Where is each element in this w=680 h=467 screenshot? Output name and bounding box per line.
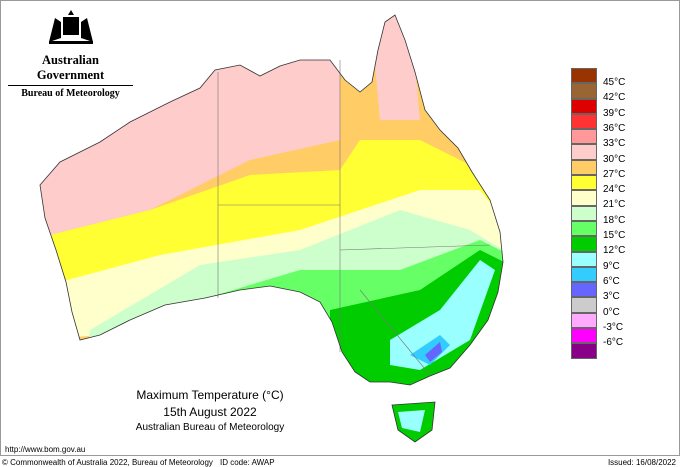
legend-swatch <box>571 266 597 283</box>
map-date: 15th August 2022 <box>163 405 257 419</box>
legend-label: 12°C <box>603 245 626 257</box>
legend-swatch <box>571 297 597 313</box>
map-source: Australian Bureau of Meteorology <box>135 422 285 433</box>
bureau-name: Bureau of Meteorology <box>8 85 133 99</box>
legend-swatch <box>571 205 597 221</box>
map-title: Maximum Temperature (°C) <box>136 388 284 402</box>
legend-swatch <box>571 251 597 267</box>
legend-label: 42°C <box>603 92 626 104</box>
legend-swatch <box>571 159 597 176</box>
band-3 <box>425 342 442 362</box>
legend-label: 21°C <box>603 199 626 211</box>
legend-swatch <box>571 190 597 206</box>
government-name: Australian Government <box>36 53 105 82</box>
legend-swatch <box>571 144 597 160</box>
legend-swatch <box>571 113 597 130</box>
legend-label: -3°C <box>603 321 624 333</box>
legend-label: 6°C <box>603 275 620 287</box>
temperature-legend: 45°C 42°C 39°C 36°C 33°C 30°C 27°C 24°C 21°C 18°C… <box>571 68 625 359</box>
legend-label: 18°C <box>603 214 626 226</box>
legend-swatch <box>571 220 597 237</box>
copyright: © Commonwealth of Australia 2022, Bureau… <box>2 458 213 467</box>
legend-swatch <box>571 98 597 114</box>
legend-swatch <box>571 282 597 298</box>
legend-label: 9°C <box>603 260 620 272</box>
band-24 <box>40 140 503 290</box>
legend-label: -6°C <box>603 337 624 349</box>
legend-swatch <box>571 328 597 344</box>
legend-label: 30°C <box>603 153 626 165</box>
legend-label: 27°C <box>603 168 626 180</box>
legend-label: 39°C <box>603 107 626 119</box>
legend-label: 15°C <box>603 230 626 241</box>
band-9 <box>390 260 495 370</box>
legend-label: 33°C <box>603 138 626 150</box>
issued-date: Issued: 16/08/2022 <box>607 458 676 467</box>
legend-label: 0°C <box>603 306 620 318</box>
legend-swatch <box>571 236 597 252</box>
logo: Australian Government Bureau of Meteorol… <box>8 8 133 99</box>
legend-label: 45°C <box>603 77 626 88</box>
coastline <box>39 14 504 443</box>
legend-swatch <box>571 83 597 99</box>
coat-of-arms-icon <box>48 10 93 44</box>
state-borders <box>217 60 491 376</box>
legend-label: 3°C <box>603 291 620 303</box>
legend-swatch <box>571 343 597 359</box>
tas-9 <box>398 410 425 432</box>
legend-label: 36°C <box>603 122 626 134</box>
legend-swatch <box>571 68 597 84</box>
id-code: ID code: AWAP <box>220 458 275 467</box>
legend-swatch <box>571 129 597 145</box>
bom-url-link[interactable]: http://www.bom.gov.au <box>5 445 86 454</box>
legend-swatch <box>571 312 597 329</box>
legend-swatch <box>571 175 597 191</box>
legend-label: 24°C <box>603 184 626 196</box>
band-30 <box>40 60 340 240</box>
